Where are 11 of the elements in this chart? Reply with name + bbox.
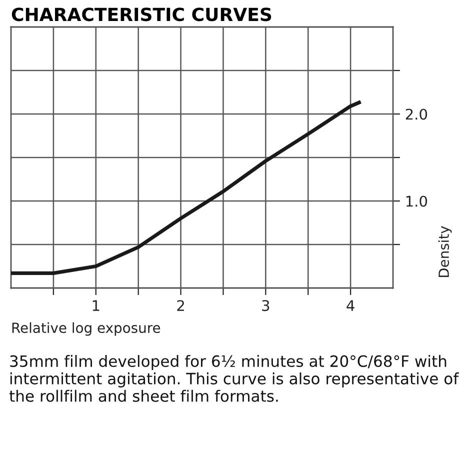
x-tick-label: 2 [177,300,184,311]
x-tick-label: 4 [346,300,354,311]
y-tick-label: 1.0 [406,196,428,207]
x-tick-label: 3 [262,300,270,312]
y-tick-label: 2.0 [406,108,428,120]
chart-title: CHARACTERISTIC CURVES [12,8,272,22]
text: 35mm film developed for 6½ minutes at 20°C/68°F with intermittent agitation. This curve is also representative of the rollfilm and sheet film formats. [9,355,459,402]
y-axis-title: Density [438,226,452,278]
x-tick-label: 1 [92,300,100,311]
x-axis-title: Relative log exposure [12,322,160,336]
line-series [11,100,363,276]
